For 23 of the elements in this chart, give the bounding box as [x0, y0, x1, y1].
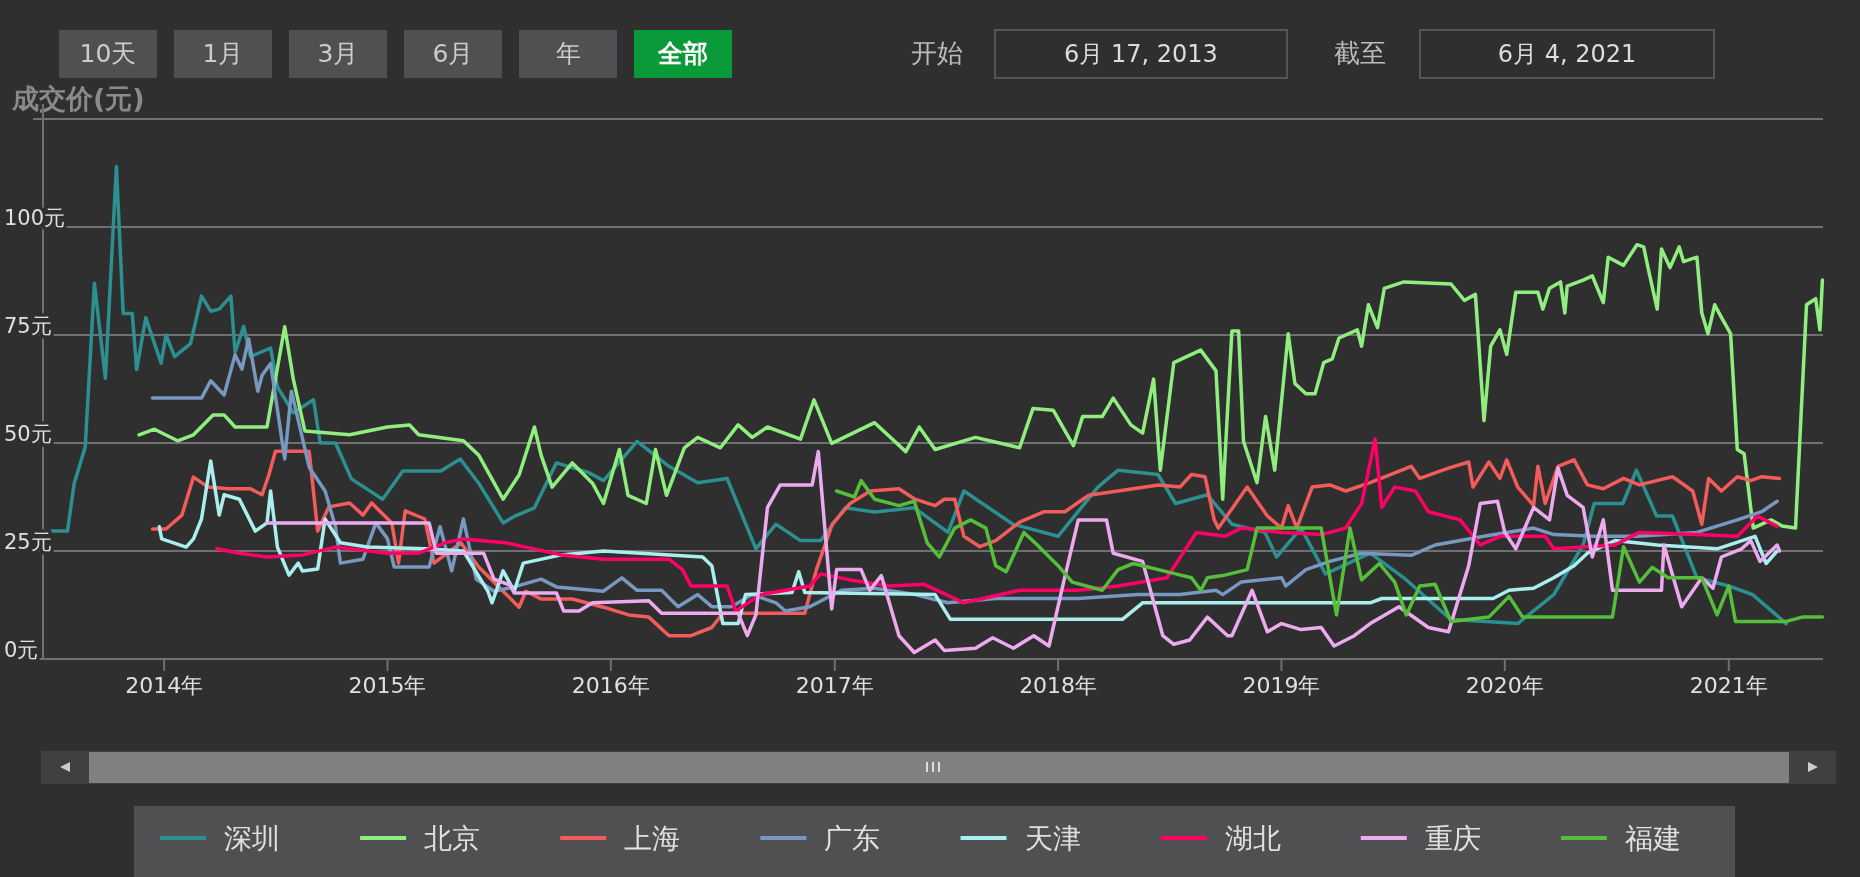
x-tick-label: 2017年	[795, 673, 874, 698]
x-tick-label: 2015年	[348, 673, 427, 698]
y-tick-label: 50元	[4, 422, 52, 446]
legend-label: 天津	[1024, 822, 1081, 855]
legend-label: 广东	[824, 822, 881, 855]
y-tick-label: 25元	[4, 530, 52, 554]
legend-label: 福建	[1624, 822, 1681, 855]
y-tick-label: 0元	[4, 638, 39, 662]
legend-label: 重庆	[1424, 822, 1481, 855]
y-tick-label: 75元	[4, 314, 52, 338]
range-selector: 10天 1月 3月 6月 年 全部 开始 6月 17, 2013 截至 6月 4, 2021	[59, 29, 1715, 79]
y-tick-label: 100元	[4, 206, 66, 230]
chart-title: 成交价(元)	[11, 83, 145, 114]
legend-label: 上海	[624, 822, 681, 855]
x-tick-label: 2016年	[571, 673, 650, 698]
x-tick-label: 2021年	[1689, 673, 1768, 698]
x-tick-label: 2020年	[1465, 673, 1544, 698]
x-tick-label: 2019年	[1242, 673, 1321, 698]
legend-label: 深圳	[224, 822, 280, 855]
legend-label: 北京	[424, 822, 481, 855]
legend-label: 湖北	[1224, 822, 1281, 855]
x-tick-label: 2014年	[125, 673, 204, 698]
x-tick-label: 2018年	[1019, 673, 1098, 698]
